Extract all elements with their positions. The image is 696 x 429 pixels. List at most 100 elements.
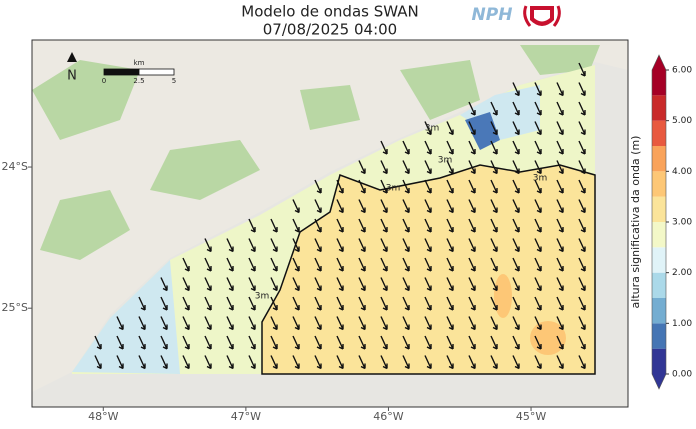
wave-arrow — [446, 316, 454, 331]
title: Modelo de ondas SWAN — [241, 3, 419, 21]
wave-arrow — [446, 199, 454, 214]
wave-arrow — [402, 160, 410, 175]
wave-arrow — [116, 335, 124, 350]
colorbar-level — [652, 146, 666, 172]
wave-arrow — [424, 218, 432, 233]
wave-arrow — [248, 355, 256, 370]
wave-arrow — [534, 355, 542, 370]
wave-arrow — [380, 296, 388, 311]
land — [32, 40, 628, 392]
wave-arrow — [314, 296, 322, 311]
wave-arrow — [182, 335, 190, 350]
colorbar-level — [652, 272, 666, 298]
wave-arrow — [204, 355, 212, 370]
colorbar-tick-label: 2.00 — [672, 268, 692, 278]
wave-arrow — [578, 316, 586, 331]
wave-arrow — [490, 238, 498, 253]
wave-arrow — [490, 160, 498, 175]
wave-arrow — [402, 277, 410, 292]
contour-label: 3m — [438, 156, 453, 166]
wave-arrow — [556, 238, 564, 253]
wave-arrow — [490, 140, 498, 155]
wave-arrow — [578, 277, 586, 292]
wave-arrow — [512, 199, 520, 214]
wave-arrow — [490, 296, 498, 311]
wave-arrow — [424, 257, 432, 272]
wave-arrow — [534, 199, 542, 214]
wave-arrow — [424, 316, 432, 331]
wave-arrow — [468, 140, 476, 155]
wave-arrow — [556, 121, 564, 136]
colorbar-extend-high — [652, 55, 666, 70]
wave-arrow — [204, 316, 212, 331]
wave-arrow — [490, 316, 498, 331]
wave-arrow — [468, 355, 476, 370]
wave-arrow — [424, 199, 432, 214]
scale-bar: 0 2.5 5 km — [102, 59, 176, 85]
wave-arrow — [204, 277, 212, 292]
wave-arrow — [468, 335, 476, 350]
wave-arrow — [578, 101, 586, 116]
colorbar-label: altura significativa da onda (m) — [629, 136, 642, 309]
wave-arrow — [468, 179, 476, 194]
colorbar-tick-label: 1.00 — [672, 319, 692, 329]
colorbar-level — [652, 247, 666, 273]
wave-arrow — [358, 296, 366, 311]
wave-arrow — [446, 218, 454, 233]
wave-arrow — [468, 257, 476, 272]
wave-arrow — [424, 238, 432, 253]
wave-arrow — [358, 257, 366, 272]
wave-arrow — [556, 316, 564, 331]
x-tick-label: 47°W — [231, 410, 261, 423]
wave-arrow — [336, 296, 344, 311]
wave-arrow — [578, 355, 586, 370]
wave-arrow — [358, 218, 366, 233]
wave-arrow — [182, 277, 190, 292]
map — [31, 39, 629, 408]
wave-arrow — [292, 335, 300, 350]
wave-arrow — [226, 335, 234, 350]
wave-arrow — [534, 179, 542, 194]
wave-arrow — [446, 140, 454, 155]
wave-arrow — [534, 277, 542, 292]
wave-arrow — [556, 179, 564, 194]
colorbar-level — [652, 196, 666, 222]
wave-arrow — [446, 296, 454, 311]
wave-arrow — [336, 218, 344, 233]
wave-arrow — [468, 238, 476, 253]
wave-arrow — [490, 179, 498, 194]
wave-arrow — [490, 257, 498, 272]
wave-arrow — [556, 101, 564, 116]
wave-arrow — [446, 257, 454, 272]
wave-arrow — [512, 101, 520, 116]
colorbar-tick-label: 0.00 — [672, 370, 692, 380]
wave-arrow — [468, 218, 476, 233]
wave-arrow — [138, 316, 146, 331]
wave-arrow — [226, 296, 234, 311]
colorbar-level — [652, 222, 666, 248]
vegetation — [32, 45, 600, 260]
y-tick-label: 25°S — [2, 301, 28, 314]
wave-arrow — [138, 296, 146, 311]
wave-arrow — [534, 160, 542, 175]
wave-arrow — [446, 335, 454, 350]
wave-arrow — [534, 121, 542, 136]
wave-arrow — [578, 179, 586, 194]
wave-arrow — [292, 296, 300, 311]
wave-arrow — [160, 296, 168, 311]
wave-arrow — [292, 238, 300, 253]
contour-label: 3m — [425, 124, 440, 134]
contour-label: 3m — [533, 174, 548, 184]
wave-arrow — [160, 335, 168, 350]
wave-arrow — [424, 121, 432, 136]
wave-arrow — [226, 257, 234, 272]
wave-arrow — [336, 179, 344, 194]
wave-arrow — [270, 335, 278, 350]
wave-arrow — [160, 277, 168, 292]
wave-arrow — [512, 257, 520, 272]
wave-arrow — [314, 199, 322, 214]
wave-arrow — [578, 199, 586, 214]
wave-arrow — [512, 179, 520, 194]
wave-arrow — [138, 355, 146, 370]
wave-arrow — [248, 335, 256, 350]
